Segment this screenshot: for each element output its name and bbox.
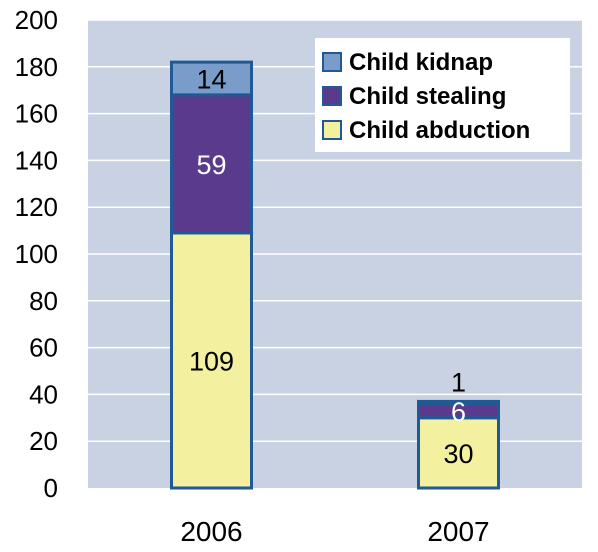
y-tick-label: 0: [44, 473, 58, 503]
y-tick-label: 40: [29, 379, 58, 409]
data-label: 6: [451, 397, 466, 427]
data-label: 1: [451, 367, 466, 397]
y-tick-label: 60: [29, 333, 58, 363]
bar-segment: [417, 416, 500, 490]
legend-swatch: [322, 86, 342, 106]
y-tick-label: 120: [15, 192, 58, 222]
x-tick-label: 2007: [427, 516, 489, 547]
legend-label: Child stealing: [349, 83, 506, 110]
legend-box: [315, 38, 570, 152]
y-tick-label: 80: [29, 286, 58, 316]
x-tick-label: 2006: [180, 516, 242, 547]
bar-segment: [170, 93, 253, 235]
data-label: 59: [196, 150, 226, 180]
legend: Child kidnap Child stealing Child abductio…: [315, 38, 570, 152]
data-labels: 109 59 14 30 61: [189, 65, 474, 469]
y-tick-label: 160: [15, 99, 58, 129]
bar-segment: [170, 60, 253, 97]
bars: [170, 60, 500, 490]
y-tick-label: 100: [15, 239, 58, 269]
legend-swatch: [322, 52, 342, 72]
bar-segment: [170, 231, 253, 490]
legend-swatch: [322, 120, 342, 140]
data-label: 109: [189, 346, 234, 376]
data-label: 14: [196, 65, 226, 95]
y-tick-label: 180: [15, 52, 58, 82]
legend-label: Child abduction: [349, 117, 530, 144]
y-tick-label: 200: [15, 5, 58, 35]
y-tick-label: 20: [29, 426, 58, 456]
data-label: 30: [443, 439, 473, 469]
y-axis: 0 20 40 60 80 100 120 140 160 180 200: [15, 5, 58, 503]
y-tick-label: 140: [15, 145, 58, 175]
bar-segment: [417, 399, 500, 406]
legend-label: Child kidnap: [349, 49, 493, 76]
x-axis: 2006 2007: [180, 516, 489, 547]
